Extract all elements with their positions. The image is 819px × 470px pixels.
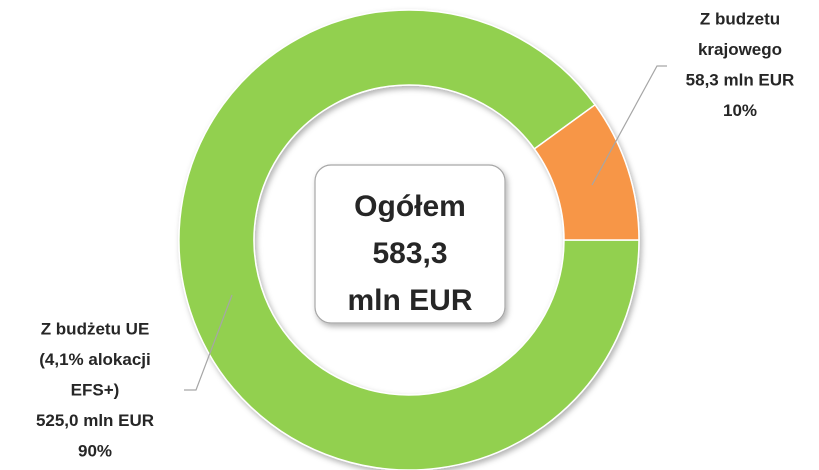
slice-label: Z budzetu	[700, 9, 780, 28]
leader-line	[184, 294, 233, 391]
slice-label: Z budżetu UE	[41, 319, 150, 338]
slice-label: EFS+)	[71, 380, 120, 399]
slice-label: krajowego	[698, 40, 782, 59]
leader-line	[591, 65, 667, 186]
amount-label: 525,0 mln EUR	[36, 411, 154, 430]
center-label: mln EUR	[347, 284, 472, 317]
amount-label: 58,3 mln EUR	[686, 70, 795, 89]
donut-slice	[178, 9, 640, 470]
slice-label: (4,1% alokacji	[39, 350, 151, 369]
center-box	[314, 164, 506, 324]
value-label: 10%	[723, 101, 757, 120]
donut	[178, 9, 640, 470]
donut-slice	[533, 103, 640, 241]
center-label: Ogółem	[354, 190, 466, 223]
center-label: 583,3	[372, 237, 447, 270]
value-label: 90%	[78, 441, 112, 460]
